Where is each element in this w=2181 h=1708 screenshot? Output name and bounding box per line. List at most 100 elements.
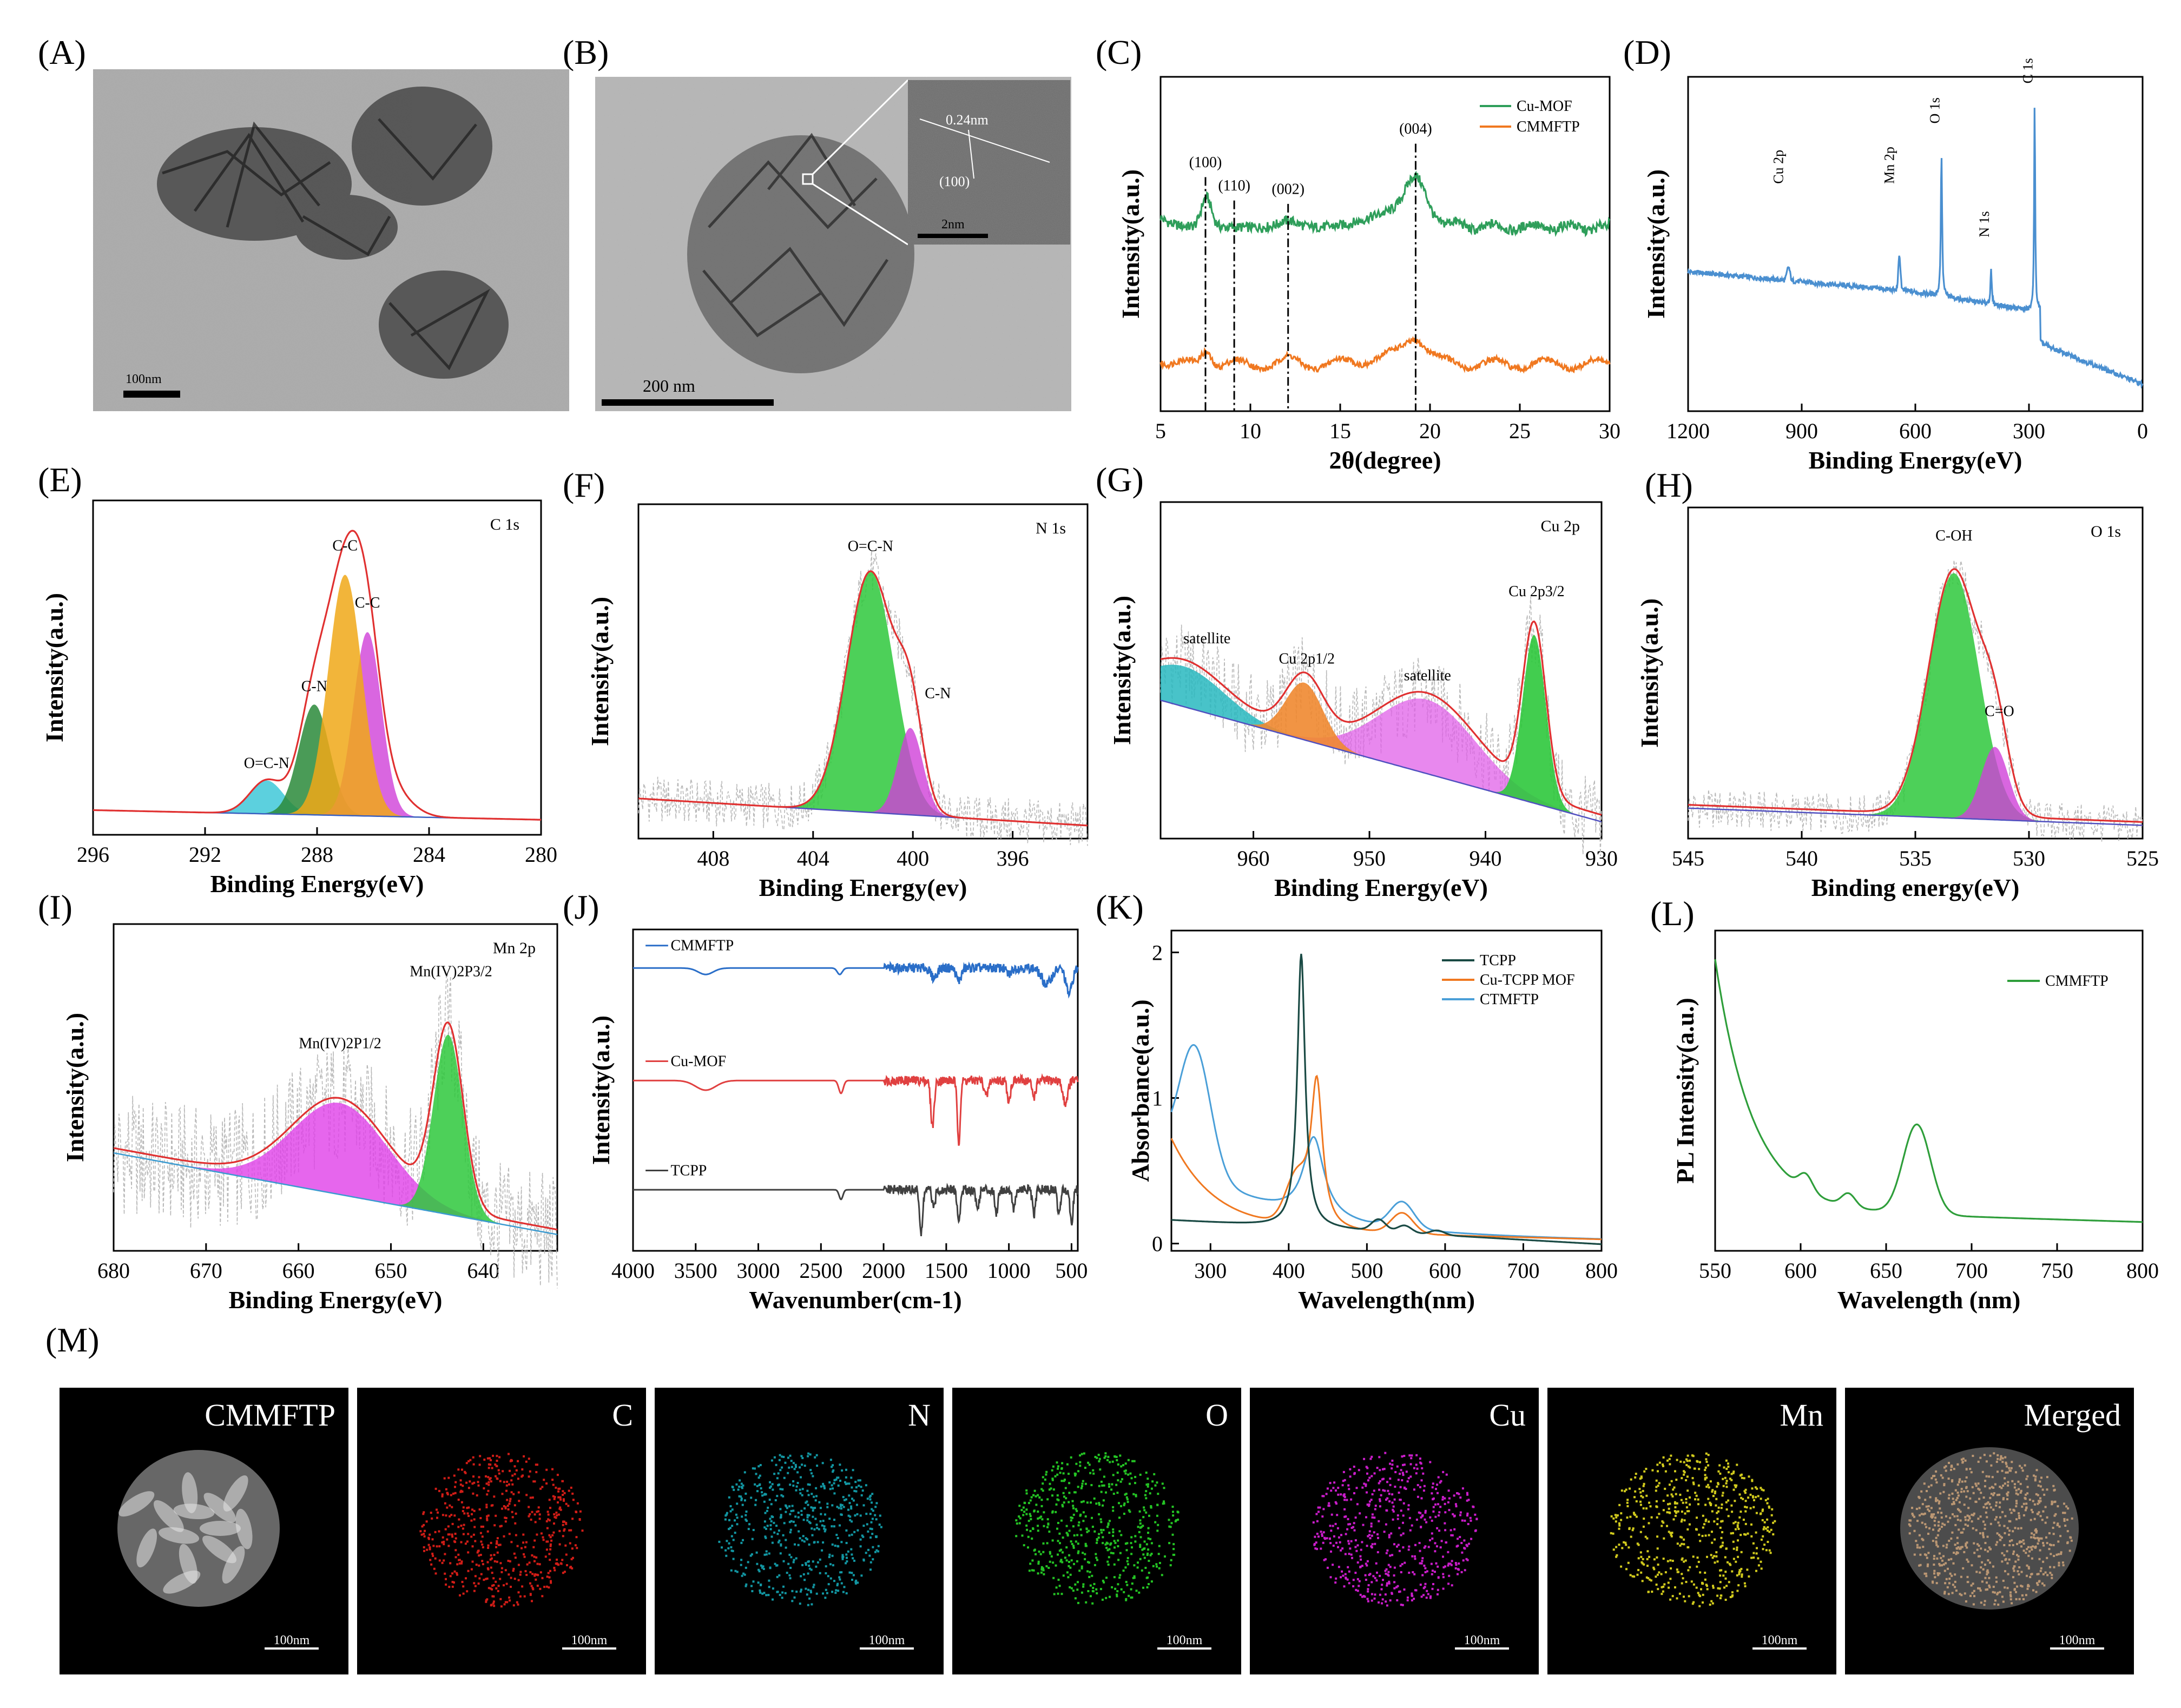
mapping-tile-merged: Merged 100nm — [1845, 1388, 2134, 1674]
panel-letter-a: (A) — [38, 33, 86, 71]
x-tick-label: 3500 — [674, 1258, 717, 1283]
element-signal — [419, 1453, 584, 1608]
haadf-sheet — [159, 1527, 200, 1544]
series-line-cmmftp — [1159, 335, 1611, 374]
y-tick-label: 2 — [1152, 940, 1163, 965]
plot-frame — [632, 928, 1079, 1252]
haadf-sheet — [118, 1491, 155, 1517]
x-tick-label: 300 — [1194, 1258, 1227, 1283]
x-tick-label: 280 — [525, 842, 557, 867]
x-axis-title: Wavenumber(cm-1) — [749, 1286, 961, 1314]
x-tick-label: 540 — [1785, 846, 1818, 871]
peak-label: Cu 2p3/2 — [1508, 583, 1564, 600]
tile-label: CMMFTP — [205, 1397, 335, 1433]
panel-letter-b: (B) — [563, 33, 609, 71]
x-tick-label: 1500 — [925, 1258, 968, 1283]
peak-label: C-N — [925, 685, 951, 702]
y-axis-title: Intensity(a.u.) — [1636, 598, 1663, 748]
x-tick-label: 296 — [77, 842, 109, 867]
legend-label: Cu-MOF — [1517, 98, 1572, 115]
y-axis-title: Intensity(a.u.) — [1117, 169, 1144, 319]
scale-label: 100nm — [571, 1633, 608, 1647]
x-tick-label: 930 — [1585, 846, 1618, 871]
fit-peak-ocn — [638, 571, 1088, 826]
peak-label: O 1s — [1927, 97, 1942, 123]
peak-label: C-OH — [1935, 527, 1972, 544]
tile-label: O — [1205, 1397, 1228, 1433]
x-tick-label: 2500 — [799, 1258, 842, 1283]
peak-label: Mn(IV)2P1/2 — [299, 1036, 381, 1052]
x-tick-label: 525 — [2126, 846, 2159, 871]
inset-d-spacing: 0.24nm — [946, 112, 989, 128]
peak-label: (110) — [1218, 177, 1250, 194]
mapping-tile-o: O 100nm — [952, 1388, 1241, 1674]
tile-label: C — [612, 1397, 633, 1433]
x-tick-label: 940 — [1470, 846, 1502, 871]
peak-label: C-N — [301, 678, 327, 695]
scale-label: 100nm — [274, 1633, 310, 1647]
fit-peak-2p32 — [1161, 635, 1602, 822]
mapping-tile-c: C 100nm — [357, 1388, 646, 1674]
panel-letter-f: (F) — [563, 466, 605, 504]
scale-label: 100nm — [1464, 1633, 1500, 1647]
fit-peak-coh — [1688, 573, 2143, 826]
panel-letter-c: (C) — [1096, 33, 1142, 71]
y-tick-label: 1 — [1152, 1086, 1163, 1110]
ftir-trace — [633, 960, 1079, 999]
haadf-sheet — [202, 1535, 237, 1564]
x-tick-label: 600 — [1899, 419, 1932, 443]
tile-label: Merged — [2024, 1397, 2121, 1433]
x-tick-label: 25 — [1509, 419, 1531, 443]
x-tick-label: 660 — [282, 1258, 315, 1283]
element-signal — [1312, 1452, 1478, 1607]
haadf-sheet — [200, 1521, 241, 1536]
x-tick-label: 750 — [2041, 1258, 2073, 1283]
series-label: Cu-MOF — [670, 1053, 726, 1070]
plot-frame — [1687, 76, 2144, 412]
x-tick-label: 5 — [1155, 419, 1166, 443]
fit-peak-cc1 — [93, 575, 541, 820]
x-axis-title: Binding Energy(eV) — [229, 1286, 443, 1314]
tem-image-a: 100nm — [93, 69, 569, 411]
y-tick-label: 0 — [1152, 1232, 1163, 1256]
envelope — [93, 530, 542, 821]
scale-label: 100nm — [1762, 1633, 1798, 1647]
merged-backdrop — [1900, 1447, 2079, 1610]
x-axis-title: Wavelength(nm) — [1298, 1286, 1475, 1314]
haadf-sheet — [203, 1493, 236, 1523]
x-tick-label: 292 — [189, 842, 221, 867]
series-line-ctmftp — [1170, 1044, 1602, 1240]
peak-label: C-C — [355, 595, 380, 611]
ftir-trace — [633, 1073, 1079, 1146]
chart-xps-mn2p: 680 670 660 650 640 Binding Energy(eV) Intensi… — [61, 923, 558, 1314]
inset-plane: (100) — [939, 174, 970, 189]
plot-frame — [113, 923, 558, 1252]
x-tick-label: 4000 — [611, 1258, 655, 1283]
x-axis-title: Binding Energy(eV) — [210, 870, 424, 898]
peak-label: (004) — [1399, 121, 1432, 137]
x-axis-title: 2θ(degree) — [1329, 446, 1441, 474]
series-label: CMMFTP — [670, 938, 734, 954]
plot-frame — [637, 503, 1089, 840]
x-tick-label: 300 — [2013, 419, 2045, 443]
legend-label: Cu-TCPP MOF — [1480, 972, 1575, 988]
peak-label: C 1s — [2020, 58, 2036, 83]
x-tick-label: 650 — [375, 1258, 407, 1283]
x-tick-label: 530 — [2013, 846, 2045, 871]
haadf-sheet — [182, 1472, 198, 1513]
panel-letter-h: (H) — [1645, 466, 1693, 504]
mapping-tile-cmmftp: CMMFTP 100nm — [60, 1388, 348, 1674]
peak-label: Mn 2p — [1882, 147, 1897, 184]
haadf-sheet — [154, 1500, 184, 1532]
y-axis-title: Intensity(a.u.) — [1108, 596, 1136, 745]
panel-b: (B) 0.24nm (100) 2nm 200 nm — [563, 33, 1071, 411]
panel-letter-i: (I) — [38, 888, 73, 926]
y-axis-title: Intensity(a.u.) — [41, 593, 68, 742]
baseline — [1160, 700, 1602, 823]
y-axis-title: Intensity(a.u.) — [587, 1015, 615, 1165]
scale-label: 100nm — [869, 1633, 905, 1647]
x-tick-label: 10 — [1240, 419, 1261, 443]
x-tick-label: 680 — [97, 1258, 130, 1283]
x-axis-title: Binding Energy(ev) — [759, 874, 967, 901]
chart-uv-vis: 300 400 500 600 700 800 0 1 2 Wavelength(nm) Absor… — [1126, 929, 1618, 1314]
